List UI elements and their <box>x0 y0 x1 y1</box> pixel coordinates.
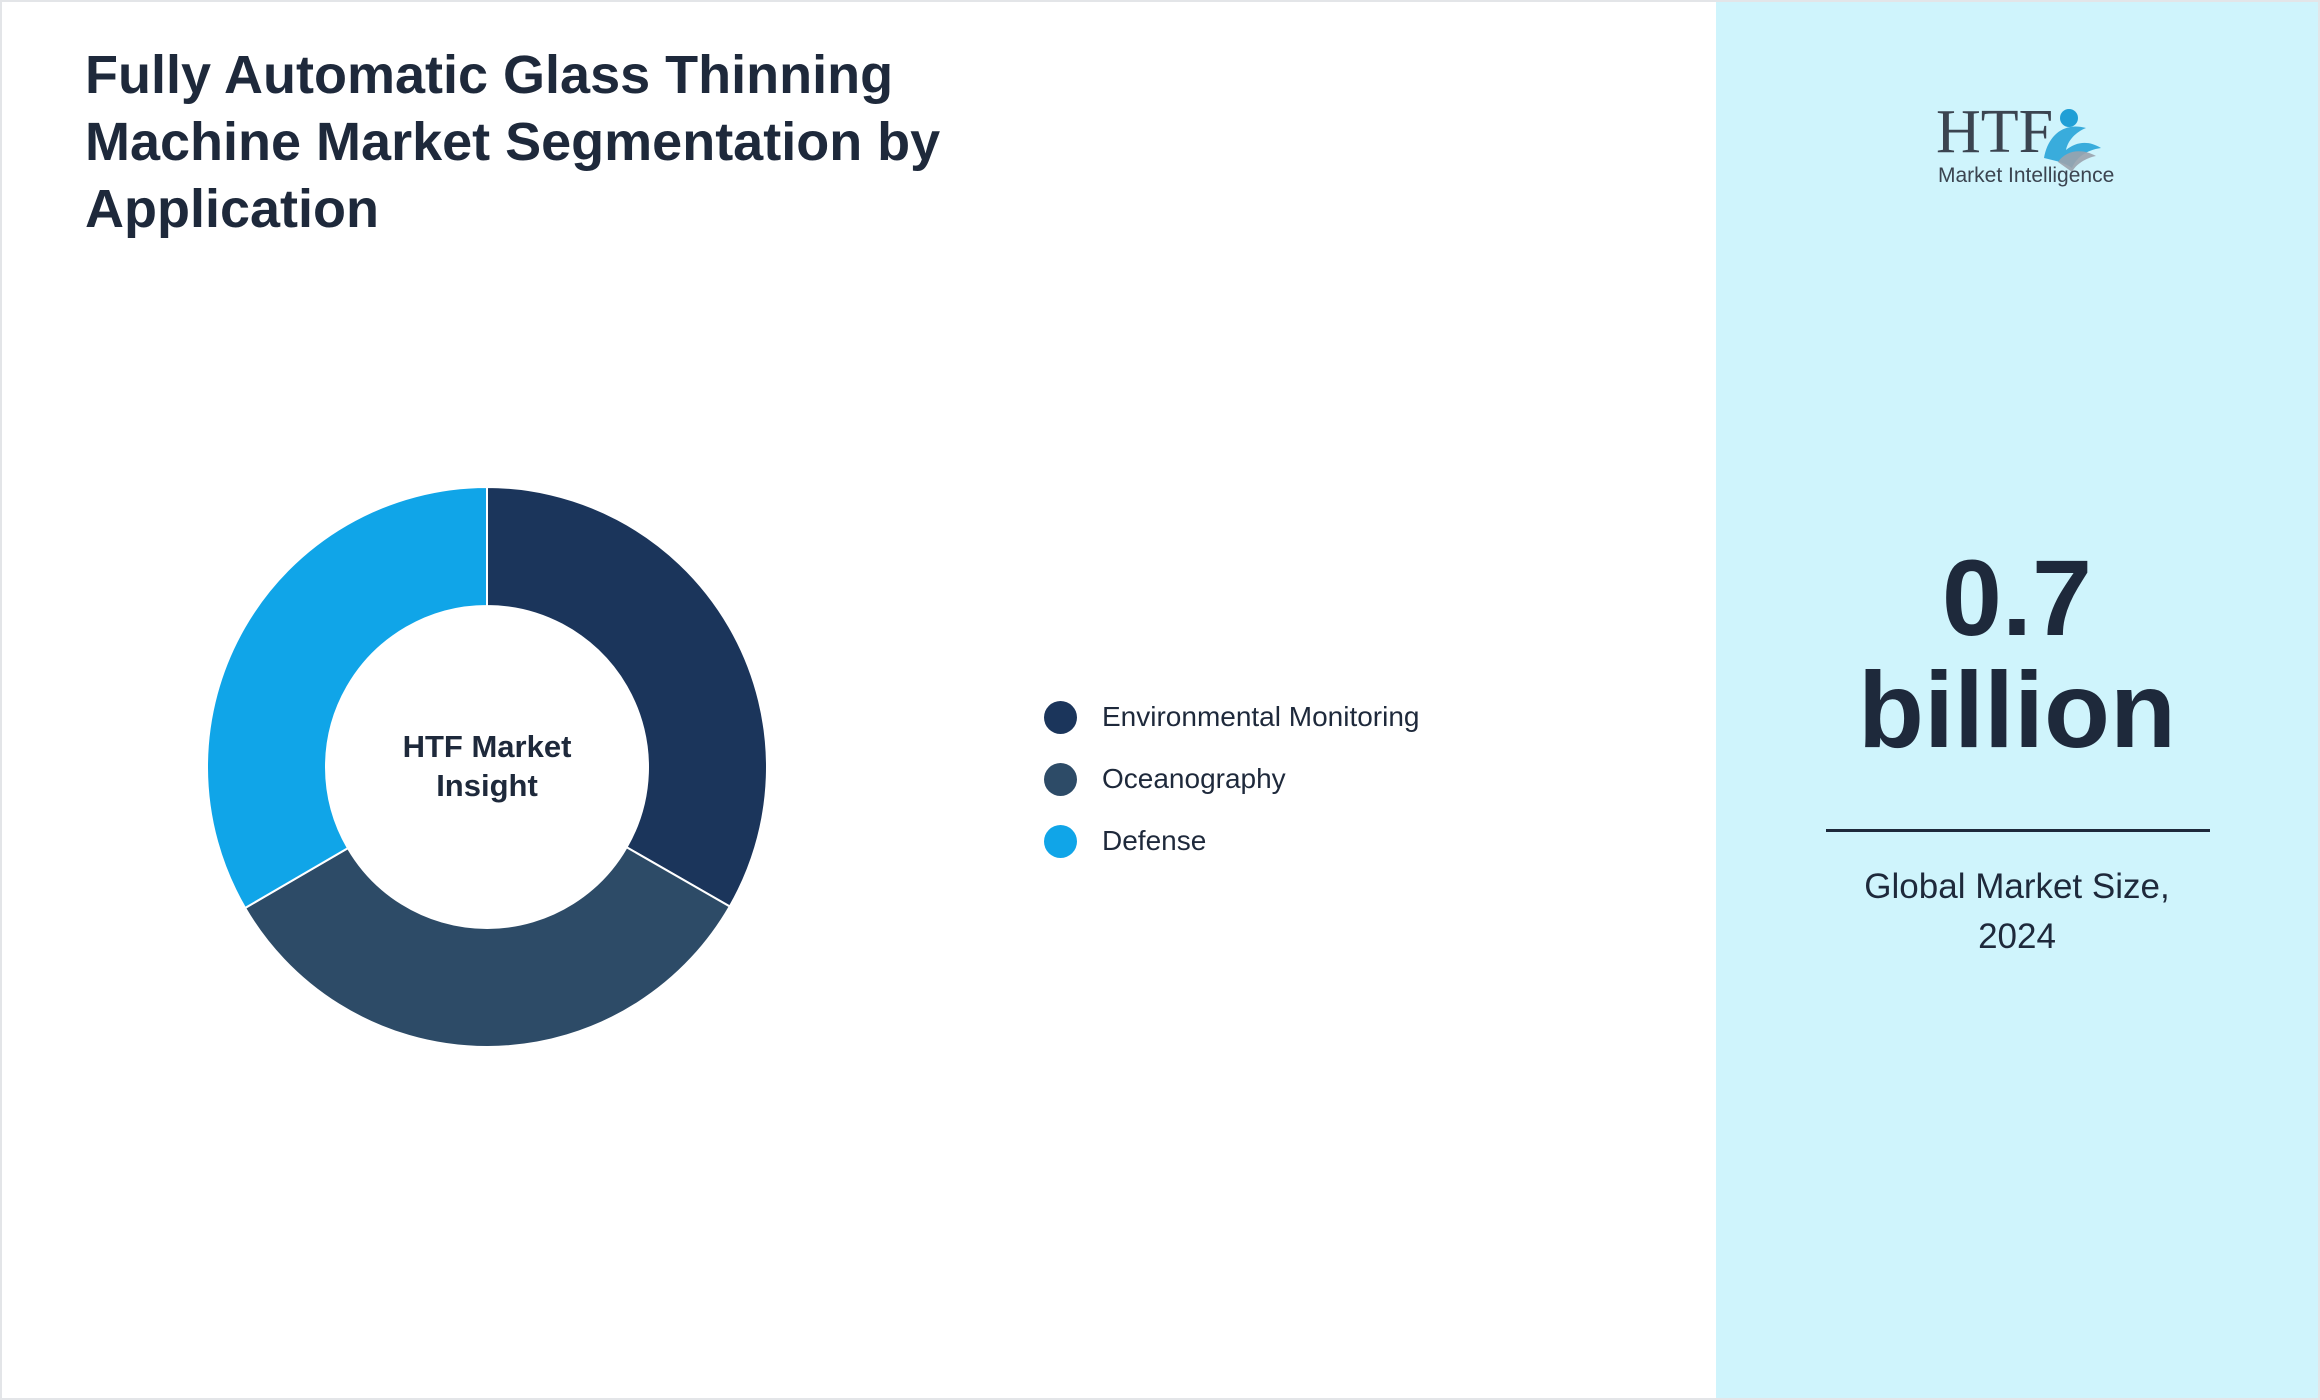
chart-title: Fully Automatic Glass Thinning Machine M… <box>85 45 941 239</box>
caption-line-2: 2024 <box>1978 917 2056 956</box>
legend-swatch <box>1044 700 1077 734</box>
legend-item: Oceanography <box>1044 748 1420 810</box>
logo-subtitle: Market Intelligence <box>1938 164 2114 187</box>
market-size-unit: billion <box>1858 649 2176 770</box>
divider-line <box>1826 829 2210 832</box>
center-label-line-2: Insight <box>436 768 538 803</box>
donut-chart: HTF Market Insight <box>206 485 768 1048</box>
center-label-line-1: HTF Market <box>403 729 572 764</box>
market-size-value: 0.7 billion <box>1716 542 2318 766</box>
logo-letters: HTF <box>1936 98 2053 166</box>
market-size-number: 0.7 <box>1941 537 2093 658</box>
logo-swirl-dot <box>2060 109 2078 127</box>
legend-item: Environmental Monitoring <box>1044 686 1420 748</box>
legend-label: Defense <box>1102 825 1207 856</box>
legend-label: Environmental Monitoring <box>1102 701 1420 732</box>
market-size-caption: Global Market Size, 2024 <box>1716 862 2318 962</box>
legend-swatch <box>1044 824 1077 858</box>
legend-label: Oceanography <box>1102 763 1286 794</box>
caption-line-1: Global Market Size, <box>1864 867 2170 906</box>
logo-swirl-grey <box>2058 151 2096 172</box>
donut-slice-environmental-monitoring <box>486 485 768 908</box>
donut-slice-oceanography <box>243 845 732 1048</box>
legend-item: Defense <box>1044 810 1420 872</box>
htf-logo: HTF Market Intelligence <box>1936 98 2114 187</box>
summary-panel: HTF Market Intelligence 0.7 billion Glob… <box>1716 2 2318 1398</box>
donut-slices <box>206 485 768 1048</box>
legend-swatch <box>1044 762 1077 796</box>
chart-panel: Fully Automatic Glass Thinning Machine M… <box>2 2 1716 1398</box>
chart-legend: Environmental Monitoring Oceanography Defe… <box>1044 686 1420 872</box>
logo-swirl <box>2044 126 2101 168</box>
donut-slice-defense <box>206 485 488 910</box>
